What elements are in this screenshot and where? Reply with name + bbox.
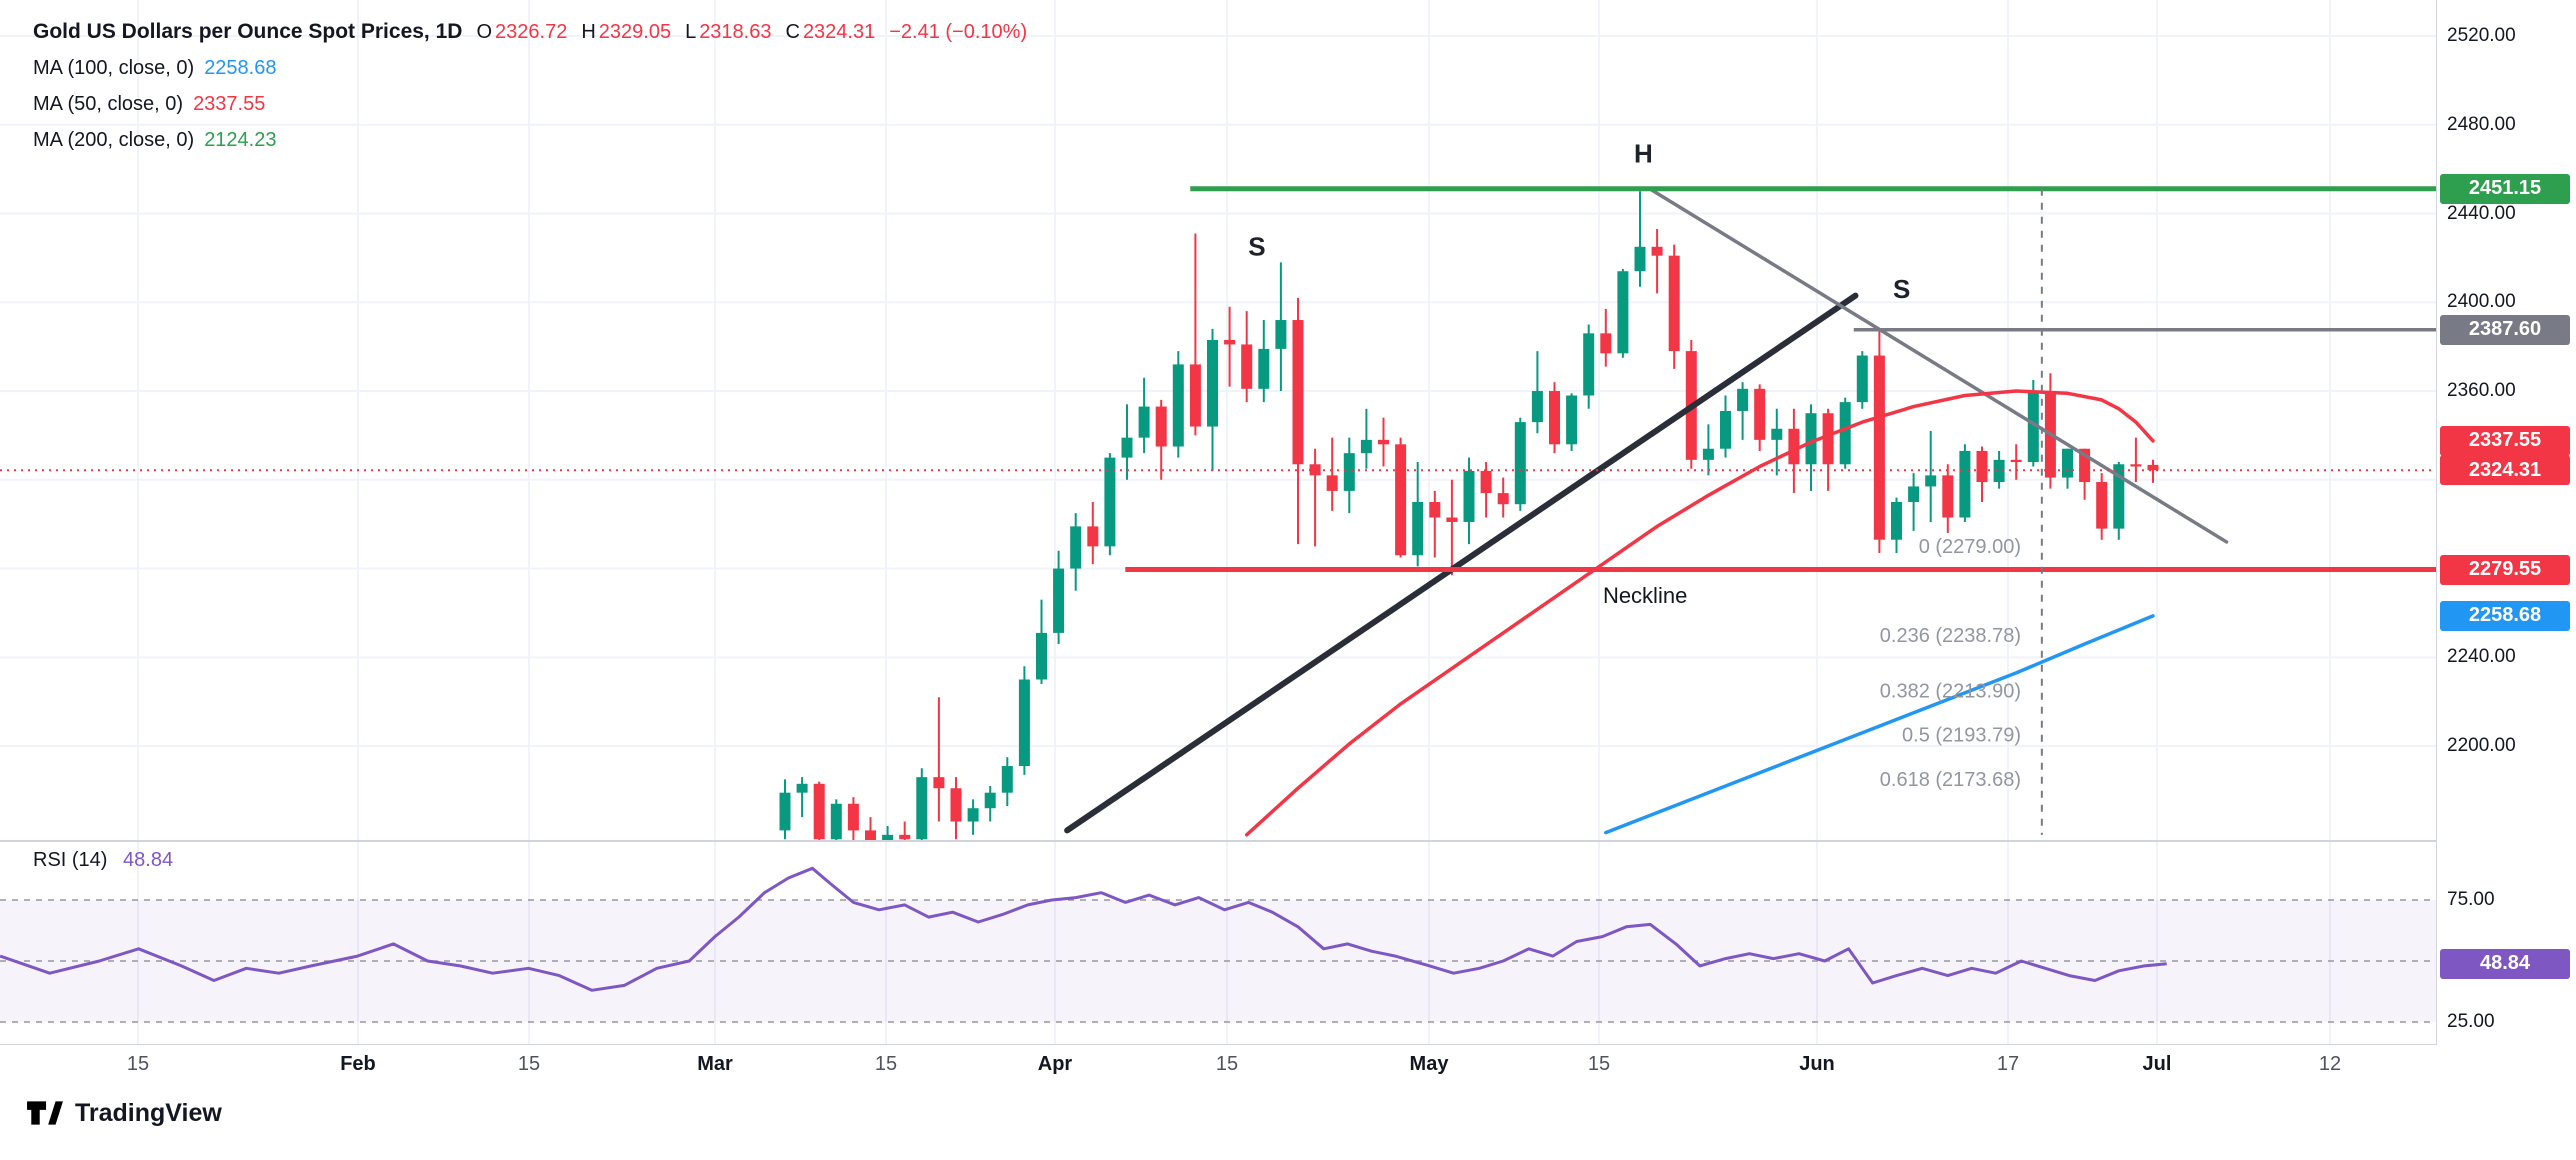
symbol-title[interactable]: Gold US Dollars per Ounce Spot Prices, 1… [33, 20, 463, 43]
open-label: O [476, 20, 493, 43]
high-value: 2329.05 [598, 20, 672, 43]
price-axis-label: 2240.00 [2447, 646, 2516, 668]
price-badge-2279.55: 2279.55 [2440, 554, 2570, 585]
time-axis-label: Mar [697, 1053, 733, 1075]
low-label: L [685, 20, 697, 43]
price-badge-2258.68: 2258.68 [2440, 600, 2570, 631]
low-value: 2318.63 [699, 20, 772, 43]
fib-label: 0.382 (2213.90) [1880, 680, 2021, 702]
ma-legend-row-0[interactable]: MA (100, close, 0) 2258.68 [33, 50, 1027, 86]
price-badge-2337.55: 2337.55 [2440, 425, 2570, 456]
ma-label: MA (200, close, 0) [33, 128, 195, 151]
time-axis-label: 15 [1215, 1053, 1239, 1075]
price-axis-label: 75.00 [2447, 889, 2495, 910]
rsi-pane[interactable] [0, 866, 2437, 1023]
time-axis-label: Jul [2142, 1053, 2172, 1075]
time-axis-label: 12 [2318, 1053, 2342, 1075]
rsi-legend[interactable]: RSI (14) 48.84 [33, 849, 173, 872]
price-axis-label: 2440.00 [2447, 202, 2516, 224]
ohlc-values: O 2326.72 H 2329.05 L 2318.63 C 2324.31 −2.4… [462, 21, 1027, 44]
ma-50-line[interactable] [1244, 389, 2155, 837]
price-axis-label: 2400.00 [2447, 291, 2516, 313]
descending-trendline[interactable] [1648, 187, 2229, 544]
time-axis-label: Feb [340, 1053, 376, 1075]
time-axis-label: Jun [1799, 1053, 1835, 1075]
grid [0, 0, 2437, 1045]
tradingview-logo-icon[interactable] [26, 1098, 64, 1128]
price-badge-2451.15: 2451.15 [2440, 173, 2570, 204]
rsi-line[interactable] [0, 866, 2167, 992]
change-value: −2.41 (−0.10%) [889, 20, 1028, 43]
ma-value: 2124.23 [204, 128, 277, 151]
price-axis[interactable]: 2520.00 2480.00 2440.00 2400.00 2360.00 2240.… [2437, 0, 2576, 1045]
high-label: H [581, 20, 596, 43]
ma-legend: MA (100, close, 0) 2258.68 MA (50, close, … [33, 50, 1027, 158]
time-axis-label: 15 [517, 1053, 541, 1075]
rsi-label: RSI (14) [33, 849, 108, 871]
ma-value: 2337.55 [193, 92, 266, 115]
candlestick-series[interactable] [779, 191, 2159, 857]
symbol-legend-row[interactable]: Gold US Dollars per Ounce Spot Prices, 1… [33, 14, 1027, 50]
price-badge-2387.60: 2387.60 [2440, 314, 2570, 345]
ma-label: MA (50, close, 0) [33, 92, 184, 115]
time-axis-label: 15 [1587, 1053, 1611, 1075]
time-axis-label: 15 [126, 1053, 150, 1075]
time-axis[interactable]: 15 Feb 15 Mar 15 Apr 15 May 15 Jun 17 Jul 12 [0, 1045, 2576, 1091]
price-badge-2324.31: 2324.31 [2440, 455, 2570, 486]
ma-legend-row-1[interactable]: MA (50, close, 0) 2337.55 [33, 86, 1027, 122]
open-value: 2326.72 [495, 20, 568, 43]
rsi-value: 48.84 [123, 849, 174, 871]
fib-label: 0 (2279.00) [1919, 536, 2021, 558]
price-axis-label: 2200.00 [2447, 735, 2516, 757]
annotation-h[interactable]: H [1634, 138, 1653, 168]
price-axis-label: 2520.00 [2447, 25, 2516, 46]
time-axis-label: 15 [874, 1053, 898, 1075]
price-axis-label: 25.00 [2447, 1011, 2495, 1032]
close-value: 2324.31 [802, 20, 876, 43]
time-axis-label: Apr [1037, 1053, 1073, 1075]
time-axis-label: 17 [1996, 1053, 2020, 1075]
ascending-trendline[interactable] [1064, 292, 1859, 834]
price-axis-label: 2360.00 [2447, 380, 2516, 402]
annotation-s[interactable]: S [1248, 232, 1265, 262]
brand-name[interactable]: TradingView [75, 1098, 222, 1127]
price-axis-label: 2480.00 [2447, 113, 2516, 135]
fib-label: 0.236 (2238.78) [1880, 625, 2021, 647]
ma-label: MA (100, close, 0) [33, 56, 195, 79]
annotation-s[interactable]: S [1893, 274, 1910, 304]
time-axis-label: May [1409, 1053, 1449, 1075]
symbol-legend: Gold US Dollars per Ounce Spot Prices, 1… [33, 14, 1027, 158]
ma-value: 2258.68 [204, 56, 277, 79]
fib-label: 0.618 (2173.68) [1880, 769, 2021, 791]
price-badge-48.84: 48.84 [2440, 948, 2570, 979]
ma-100-line[interactable] [1604, 614, 2155, 835]
ma-legend-row-2[interactable]: MA (200, close, 0) 2124.23 [33, 122, 1027, 158]
annotation-neckline[interactable]: Neckline [1603, 583, 1687, 608]
close-label: C [785, 20, 800, 43]
footer-brand: TradingView [26, 1098, 222, 1128]
fib-label: 0.5 (2193.79) [1902, 725, 2021, 747]
